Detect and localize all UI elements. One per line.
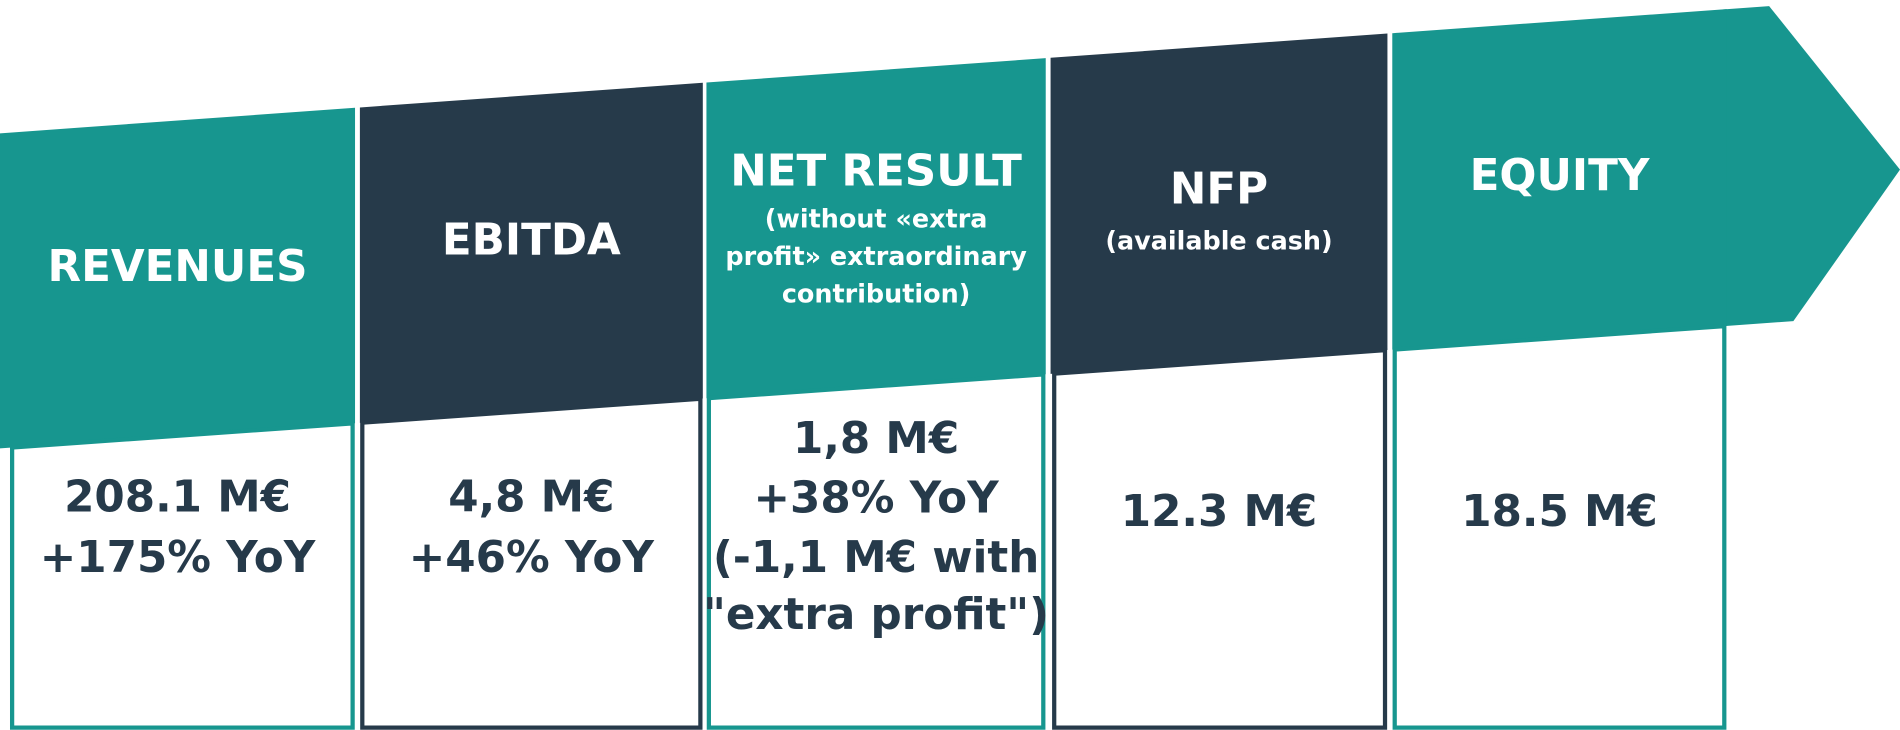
panel-box [9,421,355,730]
panel-value: 1,8 M€ [793,414,959,464]
panel-value: 4,8 M€ [448,472,614,522]
panel-subtitle: (available cash) [1105,225,1332,255]
panel-title: EBITDA [442,215,621,265]
arrow-head [1720,6,1900,327]
panel-value: "extra profit") [703,590,1049,640]
panel-header [1392,9,1727,350]
panel-value: 12.3 M€ [1121,487,1318,537]
panel-title: EQUITY [1470,151,1650,201]
panel-title: REVENUES [48,242,308,292]
panel-header [706,58,1046,399]
panel-header [1050,33,1388,374]
panel-box [360,396,703,730]
panel-value: 208.1 M€ [64,472,291,522]
panel-title: NET RESULT [730,146,1022,196]
panel-value: +46% YoY [409,533,655,583]
panel-value: 18.5 M€ [1461,487,1658,537]
panel-box [1052,347,1388,730]
panel-subtitle: (without «extra [765,204,988,234]
panel-header [359,82,703,423]
panel-box [706,372,1046,730]
panel-header [0,107,356,449]
panel-value: (-1,1 M€ with [713,533,1040,583]
panel-subtitle: profit» extraordinary [725,241,1027,271]
panel-value: +38% YoY [753,473,999,523]
panel-title: NFP [1170,164,1268,214]
panel-box [1392,323,1727,730]
panel-value: +175% YoY [40,533,316,583]
panel-subtitle: contribution) [782,279,971,309]
